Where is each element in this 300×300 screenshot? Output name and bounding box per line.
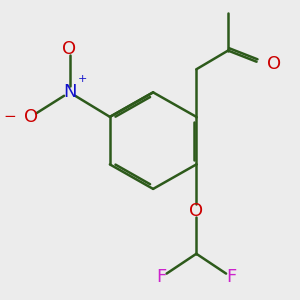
Text: N: N <box>63 83 76 101</box>
Text: F: F <box>157 268 167 286</box>
Text: +: + <box>78 74 88 84</box>
Text: O: O <box>189 202 203 220</box>
Text: O: O <box>24 108 38 126</box>
Text: −: − <box>4 110 16 124</box>
Text: F: F <box>226 268 236 286</box>
Text: O: O <box>62 40 76 58</box>
Text: O: O <box>267 55 281 73</box>
